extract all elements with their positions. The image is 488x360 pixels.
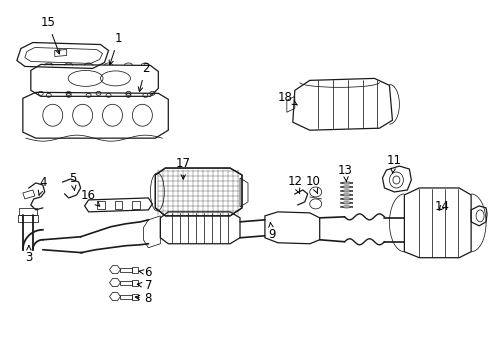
Text: 3: 3 xyxy=(25,246,33,264)
Text: 10: 10 xyxy=(305,175,320,194)
Text: 1: 1 xyxy=(109,32,122,65)
Text: 18: 18 xyxy=(277,91,297,105)
Text: 9: 9 xyxy=(267,222,275,241)
Text: 4: 4 xyxy=(38,176,46,195)
Text: 5: 5 xyxy=(69,171,76,190)
Text: 16: 16 xyxy=(81,189,100,206)
Text: 13: 13 xyxy=(338,163,352,182)
Text: 7: 7 xyxy=(137,279,152,292)
Text: 8: 8 xyxy=(135,292,152,305)
Text: 15: 15 xyxy=(40,16,60,54)
Text: 17: 17 xyxy=(175,157,190,179)
Text: 12: 12 xyxy=(287,175,302,194)
Text: 14: 14 xyxy=(434,201,449,213)
Text: 2: 2 xyxy=(138,62,149,91)
Text: 6: 6 xyxy=(139,266,152,279)
Text: 11: 11 xyxy=(386,154,401,173)
